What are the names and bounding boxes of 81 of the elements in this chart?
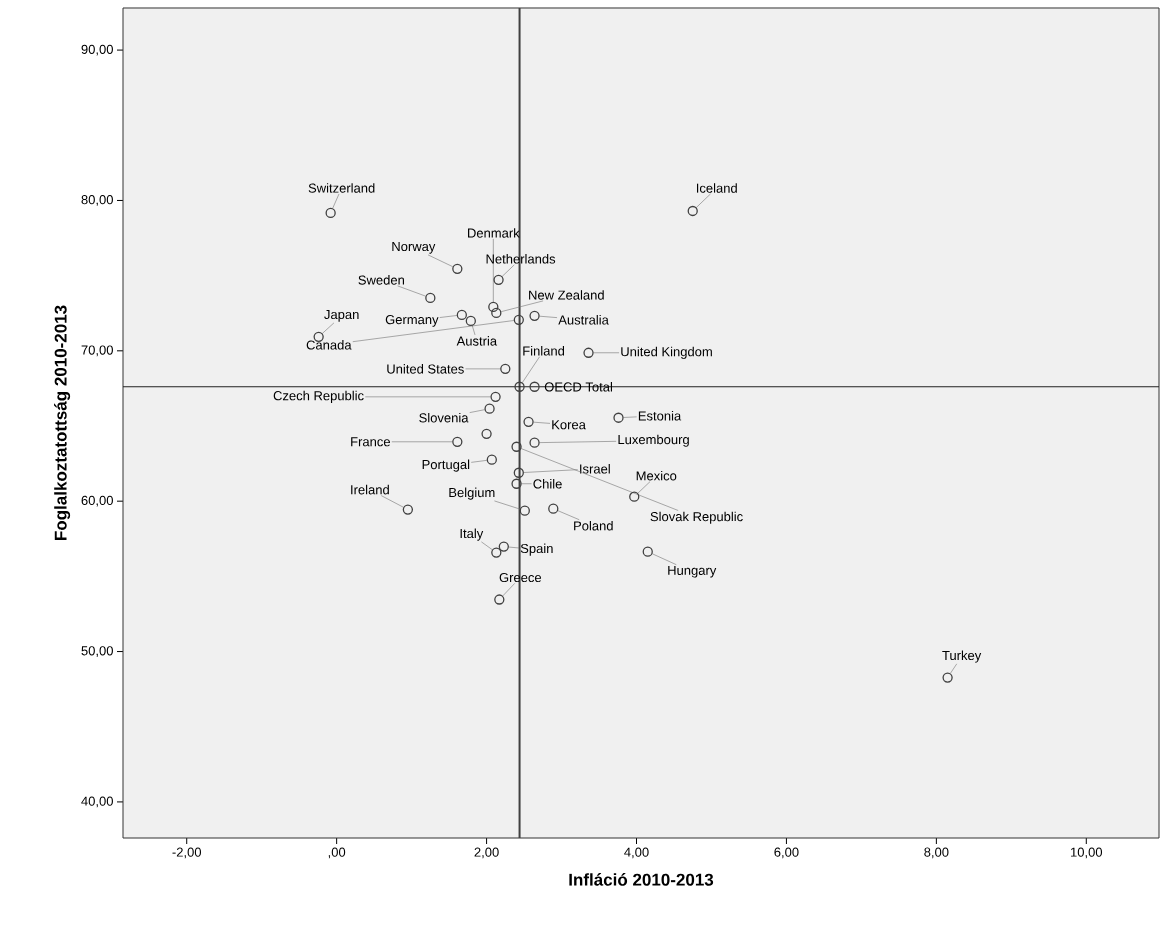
y-tick-label: 90,00 [81,44,113,56]
x-tick-label: 10,00 [1071,847,1103,859]
annotation: United Kingdom [621,346,712,359]
y-tick-label: 60,00 [81,495,113,507]
point [500,363,511,375]
point [452,436,463,447]
point [511,441,522,452]
point [491,547,502,558]
point [325,207,336,219]
point [514,381,525,392]
point [402,504,414,515]
x-axis-title: Infláció 2010-2013 [569,873,714,886]
point [583,347,594,358]
annotation: Belgium [449,487,495,500]
point [519,505,530,516]
point [629,491,640,502]
point [523,416,534,427]
point [513,467,524,478]
x-tick-label: 2,00 [474,847,499,859]
point [687,205,698,217]
annotation: Australia [558,315,609,325]
point [491,307,502,319]
point [486,454,497,465]
point [494,594,505,605]
y-tick-label: 80,00 [81,195,113,206]
point [511,478,522,489]
annotation: Finland [523,345,565,356]
annotation: Germany [385,314,439,327]
annotation: Turkey [942,650,982,663]
point [529,381,540,392]
annotation: Iceland [696,183,737,193]
point [488,301,499,313]
annotation: Sweden [358,275,404,285]
x-tick-label: 6,00 [774,847,799,859]
annotation: Switzerland [308,183,375,193]
y-tick-label: 70,00 [81,345,113,357]
annotation: Japan [324,310,359,322]
x-tick-label: -2,00 [172,847,202,859]
point [498,541,509,552]
point [456,309,467,321]
point [642,546,653,557]
annotation: Korea [552,420,586,430]
point [465,315,476,327]
annotation: France [351,437,390,447]
annotation: Italy [460,528,484,541]
y-tick-label: 50,00 [81,646,113,657]
annotation: Israel [580,463,610,474]
x-tick-label: ,00 [328,847,346,859]
annotation: Norway [392,242,436,254]
annotation: Slovak Republic [650,511,743,524]
point [942,672,953,683]
point [513,314,524,325]
annotation: Ireland [351,484,389,495]
point [425,292,436,304]
annotation: Spain [520,543,553,556]
annotation: Mexico [636,470,677,481]
annotation: Chile [533,478,562,489]
point [484,403,495,414]
annotation: Estonia [638,410,682,421]
x-tick-label: 8,00 [924,847,949,859]
point [529,437,540,448]
point [493,274,504,285]
point [490,391,501,402]
annotation: Slovenia [419,412,469,423]
annotation: Canada [306,340,352,350]
point [548,503,559,514]
point [481,428,492,439]
annotation: United States [387,364,464,374]
annotation: Poland [574,520,613,531]
x-tick-label: 4,00 [624,847,649,859]
annotation: Austria [456,336,498,346]
point [529,310,540,321]
y-tick-label: 40,00 [81,796,113,808]
point [613,412,624,423]
annotation: Portugal [422,459,470,472]
annotation: Luxembourg [618,434,689,447]
y-axis-title: Foglalkoztatottság 2010-2013 [54,305,71,540]
annotation: Czech Republic [273,390,364,403]
point [452,263,463,275]
annotation: Hungary [668,565,717,578]
annotation: New Zealand [529,290,604,300]
